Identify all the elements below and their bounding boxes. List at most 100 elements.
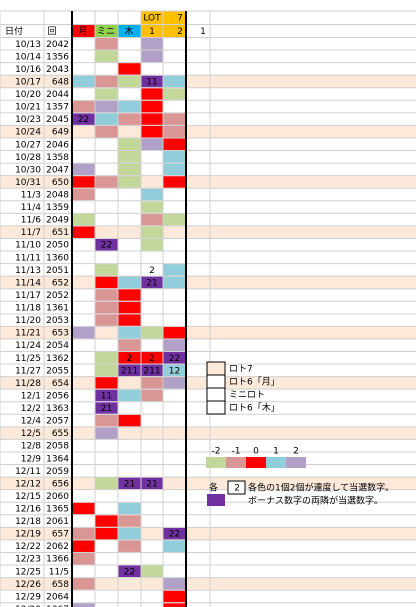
- date: 12/23: [15, 555, 41, 565]
- draw-number: 2055: [46, 366, 69, 376]
- date: 12/9: [21, 454, 41, 464]
- cell: [95, 301, 118, 314]
- cell: [141, 276, 163, 289]
- cell: [141, 477, 163, 490]
- date: 12/15: [15, 492, 41, 502]
- cell: [141, 238, 163, 251]
- draw-number: 2061: [46, 517, 69, 527]
- cell: [95, 113, 118, 125]
- cell-label: 11: [101, 391, 112, 401]
- cell: [163, 276, 186, 289]
- draw-number: 658: [52, 580, 69, 590]
- date: 10/27: [15, 140, 41, 150]
- date: 10/21: [15, 103, 41, 113]
- cell: [118, 364, 141, 377]
- cell: [141, 75, 163, 88]
- cell: [118, 565, 141, 578]
- cell: [118, 176, 141, 188]
- cell: [118, 63, 141, 75]
- cell: [118, 515, 141, 527]
- date: 10/17: [15, 77, 41, 87]
- cell: [72, 540, 95, 552]
- cell: [95, 414, 118, 427]
- key-label: ロト6「月」: [229, 377, 280, 388]
- date: 11/14: [15, 278, 41, 288]
- note-box: [227, 480, 246, 495]
- column-header: 木: [124, 25, 133, 37]
- scale-label: -2: [212, 447, 221, 457]
- draw-number: 2047: [46, 165, 69, 175]
- cell: [118, 502, 141, 515]
- scale-label: 0: [253, 447, 259, 457]
- header-text: LOT: [143, 14, 161, 24]
- column-header: 1: [149, 27, 155, 37]
- header-text: 7: [177, 14, 183, 24]
- date: 11/28: [15, 379, 41, 389]
- cell: [141, 565, 163, 578]
- cell: [141, 364, 163, 377]
- cell: [163, 352, 186, 364]
- date: 11/21: [15, 329, 41, 339]
- scale-swatch: [246, 457, 266, 468]
- cell: [72, 552, 95, 565]
- cell: [95, 314, 118, 326]
- cell: [72, 100, 95, 113]
- cell: [118, 75, 141, 88]
- date: 12/2: [21, 404, 41, 414]
- date: 11/6: [21, 216, 41, 226]
- draw-number: 1365: [46, 505, 69, 515]
- scale-label: -1: [232, 447, 241, 457]
- date: 10/16: [15, 65, 41, 75]
- cell: [95, 377, 118, 389]
- cell: [95, 352, 118, 364]
- draw-number: 11/5: [49, 567, 69, 577]
- column-header: 回: [47, 26, 56, 37]
- date: 12/5: [21, 429, 41, 439]
- draw-number: 653: [52, 329, 69, 339]
- draw-number: 657: [52, 530, 69, 540]
- cell: [95, 264, 118, 276]
- date: 12/30: [15, 605, 41, 607]
- cell: [95, 427, 118, 439]
- scale-label: 1: [273, 447, 279, 457]
- draw-number: 1357: [46, 103, 69, 113]
- cell: [118, 414, 141, 427]
- draw-number: 2042: [46, 40, 69, 50]
- cell: [118, 113, 141, 125]
- draw-number: 648: [52, 77, 69, 87]
- draw-number: 1358: [46, 153, 69, 163]
- cell-label: 211: [121, 366, 138, 376]
- cell-label: 21: [124, 479, 135, 489]
- draw-number: 650: [52, 178, 69, 188]
- key-box: [206, 387, 226, 402]
- cell-label: 22: [78, 115, 89, 125]
- cell: [72, 176, 95, 188]
- column-header: 月: [78, 26, 87, 37]
- date: 10/28: [15, 153, 41, 163]
- cell: [72, 578, 95, 590]
- scale-swatch: [206, 457, 226, 468]
- key-box: [206, 374, 226, 389]
- cell: [95, 176, 118, 188]
- cell: [141, 226, 163, 238]
- draw-number: 2051: [46, 266, 69, 276]
- date: 10/20: [15, 90, 41, 100]
- header-cell: [118, 24, 141, 38]
- draw-number: 1363: [46, 404, 69, 414]
- draw-number: 2052: [46, 291, 69, 301]
- cell: [163, 113, 186, 125]
- date: 12/12: [15, 479, 41, 489]
- note-text: ボーナス数字の両隣が当選数字。: [248, 495, 383, 507]
- draw-number: 649: [52, 128, 69, 138]
- cell: [163, 339, 186, 351]
- cell: [118, 389, 141, 402]
- cell: [95, 289, 118, 301]
- cell: [95, 50, 118, 63]
- draw-number: 2062: [46, 542, 69, 552]
- cell: [141, 50, 163, 63]
- draw-number: 1360: [46, 253, 69, 263]
- draw-number: 2050: [46, 241, 69, 251]
- draw-number: 2064: [46, 592, 69, 602]
- header-cell: [72, 24, 95, 38]
- date: 12/26: [15, 580, 41, 590]
